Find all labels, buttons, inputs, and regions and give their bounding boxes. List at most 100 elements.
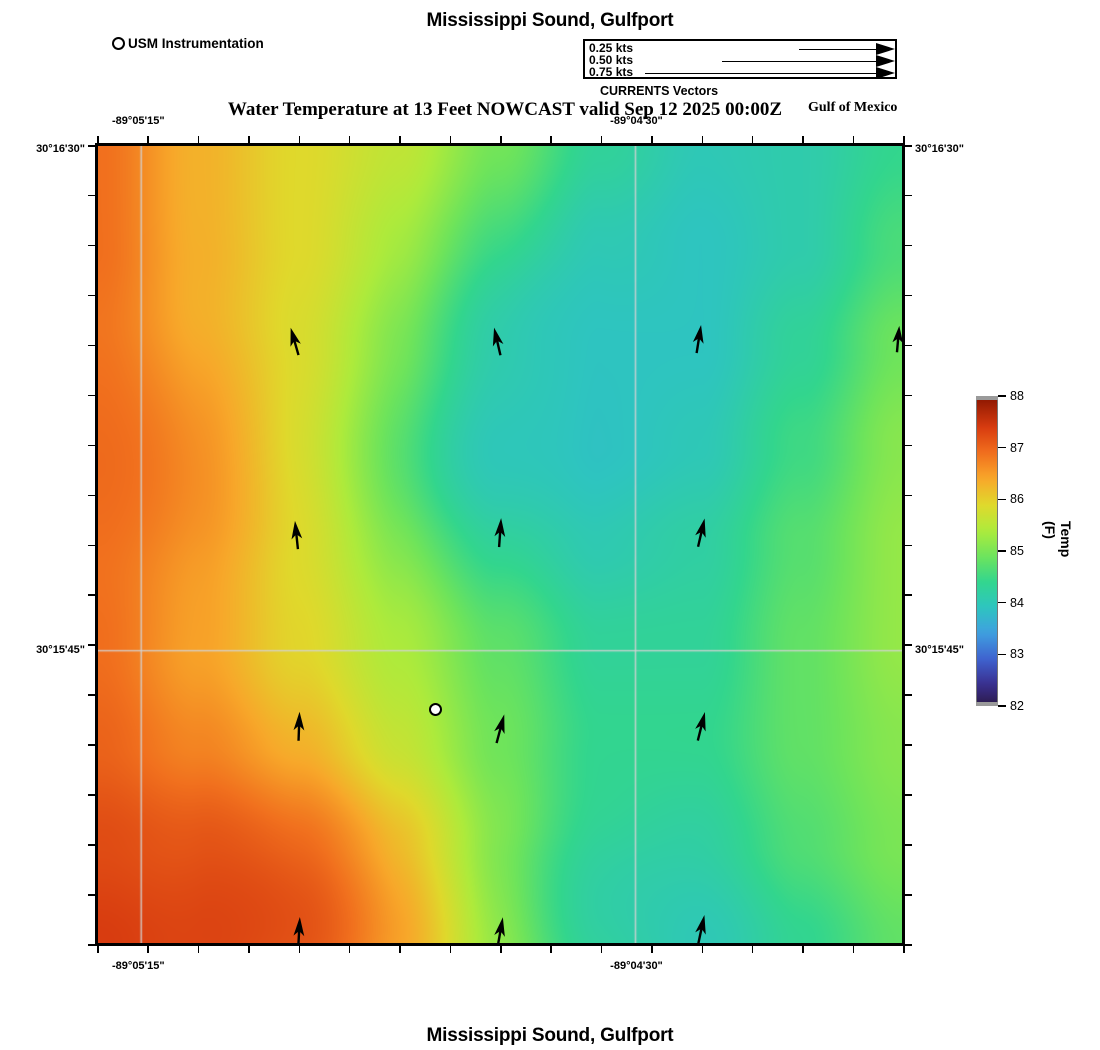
colorbar-tick-label: 88 [1010,389,1024,403]
axis-tick-bottom [651,946,653,953]
axis-tick-top [97,136,99,143]
axis-tick-bottom [802,946,804,953]
axis-tick-top [550,136,552,143]
current-vector-arrow [494,518,506,548]
axis-tick-bottom [600,946,603,953]
axis-tick-bottom [500,946,502,953]
current-vector-arrow [892,325,902,353]
currents-legend-label: 0.50 kts [589,53,634,67]
axis-tick-top [399,136,401,143]
colorbar-tick-label: 82 [1010,699,1024,713]
axis-tick-top [852,136,855,143]
axis-tick-bottom [903,946,905,953]
axis-tick-top [751,136,754,143]
lat-label-right: 30°15'45" [915,643,964,656]
currents-legend-row: 0.25 kts [585,42,895,56]
bottom-title: Mississippi Sound, Gulfport [426,1025,674,1046]
colorbar-tick-label: 85 [1010,544,1024,558]
axis-tick-bottom [248,946,250,953]
axis-tick-right [905,794,912,796]
axis-tick-bottom [97,946,99,953]
axis-tick-left [88,594,95,596]
axis-tick-top [197,136,200,143]
axis-tick-left [88,344,95,347]
axis-tick-left [88,294,95,297]
colorbar-tick [998,705,1006,707]
lat-label-left: 30°16'30" [36,142,85,155]
current-vector-arrow [695,518,706,548]
axis-tick-bottom [751,946,754,953]
axis-tick-top [600,136,603,143]
colorbar-tick-label: 83 [1010,647,1024,662]
axis-tick-left [88,794,95,796]
currents-legend-arrowhead [876,43,895,55]
colorbar-title: Temp (F) [1042,521,1074,558]
axis-tick-right [905,444,912,447]
lon-label-top: -89°05'15" [112,115,165,127]
axis-tick-right [905,694,912,696]
current-vector-layer [290,324,902,943]
usm-instrumentation-legend: USM Instrumentation [112,36,264,51]
axis-tick-right [905,894,912,896]
axis-tick-left [88,644,95,646]
currents-legend-shaft [799,49,877,50]
current-vector-arrow [695,914,706,943]
axis-tick-bottom [147,946,149,953]
colorbar-gradient [976,396,998,706]
axis-tick-right [905,544,912,546]
colorbar-tick [998,446,1006,449]
axis-tick-left [88,894,95,896]
currents-legend-caption: CURRENTS Vectors [600,84,719,98]
current-vector-arrow [494,714,505,744]
axis-tick-top [298,136,300,143]
axis-tick-right [905,844,912,846]
usm-legend-label: USM Instrumentation [128,36,264,51]
current-vector-arrow [492,327,504,356]
axis-tick-left [88,544,95,546]
axis-tick-top [701,136,703,143]
axis-tick-bottom [852,946,855,953]
axis-tick-top [651,136,653,143]
axis-tick-top [903,136,905,143]
lat-label-right: 30°16'30" [915,142,964,155]
axis-tick-right [905,194,912,197]
currents-legend-arrowhead [876,55,895,67]
axis-tick-right [905,594,912,596]
axis-tick-bottom [701,946,703,953]
axis-tick-left [88,694,95,696]
lon-label-bottom: -89°04'30" [610,960,663,972]
axis-tick-bottom [348,946,351,953]
colorbar-tick [998,395,1006,397]
currents-legend-arrowhead [876,67,895,79]
colorbar-cap-top [976,396,998,400]
region-label: Gulf of Mexico [808,100,898,115]
current-vector-arrow [695,712,706,741]
axis-tick-bottom [197,946,200,953]
axis-tick-left [88,194,95,197]
currents-legend-shaft [645,73,877,74]
temperature-map[interactable] [95,143,905,946]
current-vector-arrow [494,917,505,943]
currents-legend-row: 0.50 kts [585,53,895,68]
axis-tick-left [88,394,95,397]
colorbar-tick [998,550,1006,552]
axis-tick-left [88,145,95,147]
currents-scale-legend: 0.25 kts 0.50 kts 0.75 kts [583,39,897,79]
axis-tick-right [905,294,912,297]
chart-subtitle: Water Temperature at 13 Feet NOWCAST val… [227,99,783,120]
axis-tick-bottom [399,946,401,953]
axis-tick-bottom [550,946,552,953]
colorbar-tick [998,498,1006,501]
lon-label-bottom: -89°05'15" [112,960,165,972]
axis-tick-left [88,244,95,247]
axis-tick-right [905,494,912,497]
axis-tick-top [449,136,452,143]
colorbar-tick [998,601,1006,604]
colorbar-tick-label: 84 [1010,595,1024,610]
current-vector-arrow [293,917,305,943]
colorbar-tick-label: 86 [1010,492,1024,507]
usm-station-marker[interactable] [429,703,443,717]
current-vector-arrow [290,327,301,356]
axis-tick-right [905,394,912,397]
lat-label-left: 30°15'45" [36,643,85,656]
